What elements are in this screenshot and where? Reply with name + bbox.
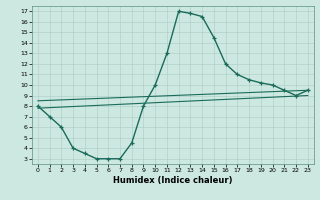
X-axis label: Humidex (Indice chaleur): Humidex (Indice chaleur) xyxy=(113,176,233,185)
